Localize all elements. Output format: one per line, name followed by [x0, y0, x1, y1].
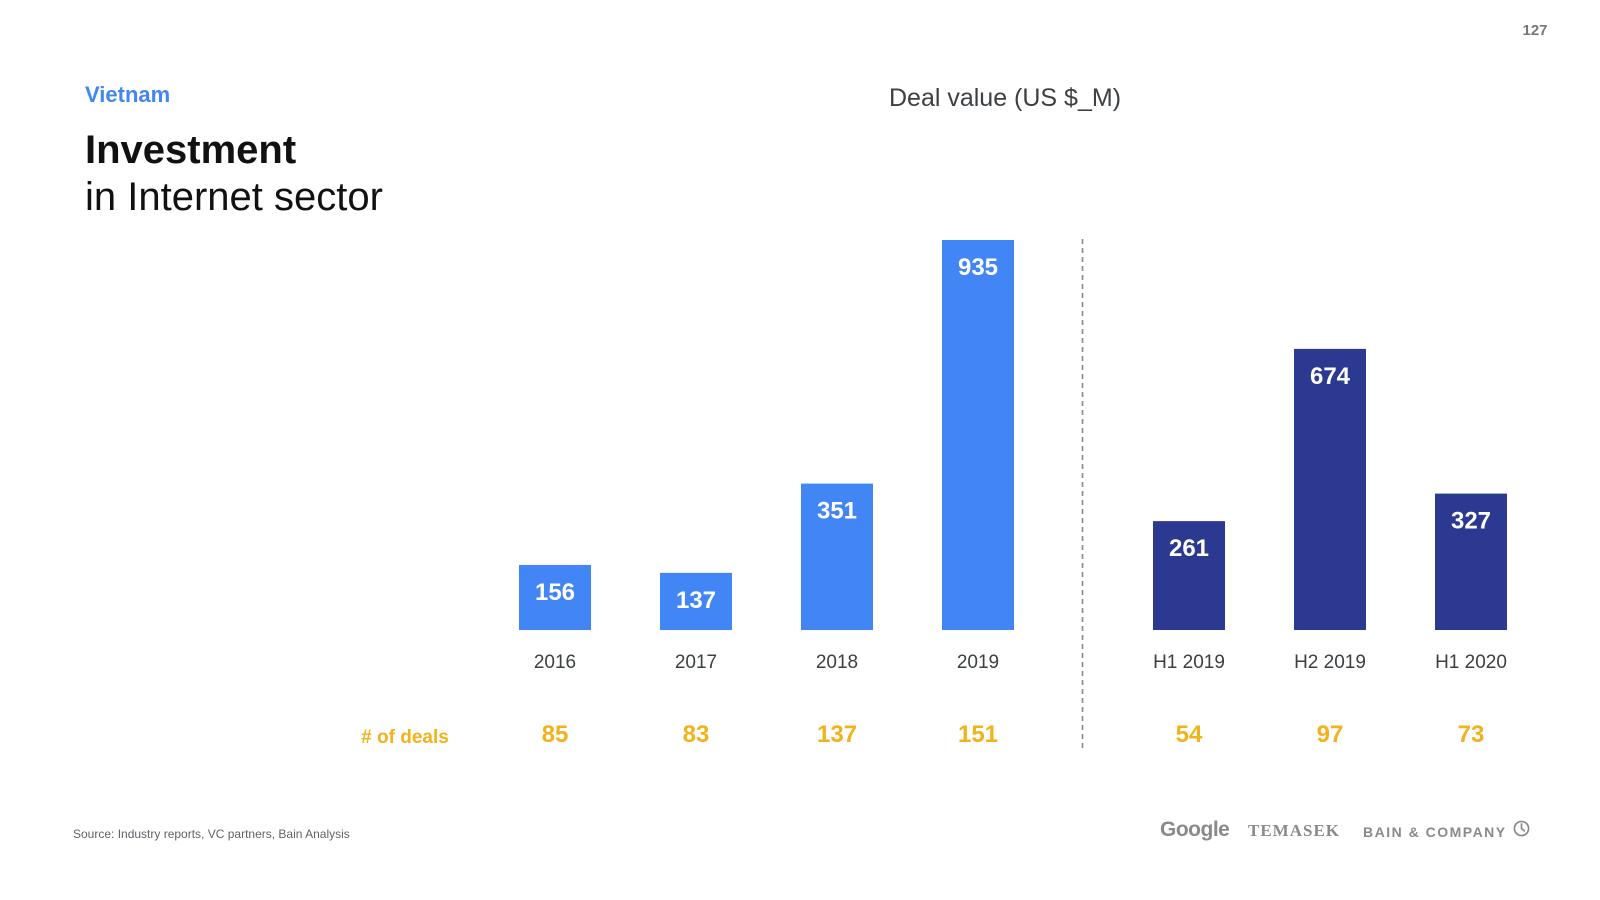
chart-title: Deal value (US $_M): [888, 84, 1122, 112]
region-label: Vietnam: [85, 82, 171, 107]
bar-value-label: 261: [1169, 535, 1209, 562]
google-logo: Google: [1160, 818, 1230, 841]
deal-count-label: 85: [542, 721, 569, 748]
deal-count-label: 97: [1317, 721, 1344, 748]
bar: [1294, 348, 1366, 630]
bar: [942, 240, 1014, 630]
category-label: 2018: [816, 652, 858, 673]
category-label: H1 2020: [1435, 652, 1507, 673]
deal-count-label: 73: [1458, 721, 1485, 748]
bar: [801, 483, 873, 630]
bar: [1435, 493, 1507, 630]
bar: [1153, 521, 1225, 630]
category-label: 2017: [675, 652, 717, 673]
bar: [519, 564, 591, 630]
deal-count-label: 83: [683, 721, 710, 748]
bar-value-label: 351: [817, 498, 857, 525]
bar-value-label: 137: [676, 587, 716, 614]
bar-value-label: 674: [1310, 363, 1351, 390]
bar: [660, 572, 732, 630]
page-subtitle: in Internet sector: [85, 175, 383, 219]
deal-count-label: 54: [1176, 721, 1203, 748]
bar-value-label: 156: [535, 579, 575, 606]
deal-count-label: 137: [817, 721, 857, 748]
category-label: 2016: [534, 652, 576, 673]
deal-count-label: 151: [958, 721, 998, 748]
page-title: Investment: [85, 128, 297, 172]
temasek-logo: TEMASEK: [1248, 821, 1341, 840]
bar-value-label: 935: [958, 254, 998, 281]
bain-mark-icon: [1513, 820, 1530, 837]
category-label: H1 2019: [1153, 652, 1225, 673]
source-note: Source: Industry reports, VC partners, B…: [73, 827, 350, 841]
category-label: H2 2019: [1294, 652, 1366, 673]
bar-value-label: 327: [1451, 508, 1491, 535]
deals-row-label: # of deals: [361, 727, 449, 748]
bain-logo: BAIN & COMPANY: [1363, 824, 1507, 840]
category-label: 2019: [957, 652, 999, 673]
page-number: 127: [1522, 22, 1548, 39]
